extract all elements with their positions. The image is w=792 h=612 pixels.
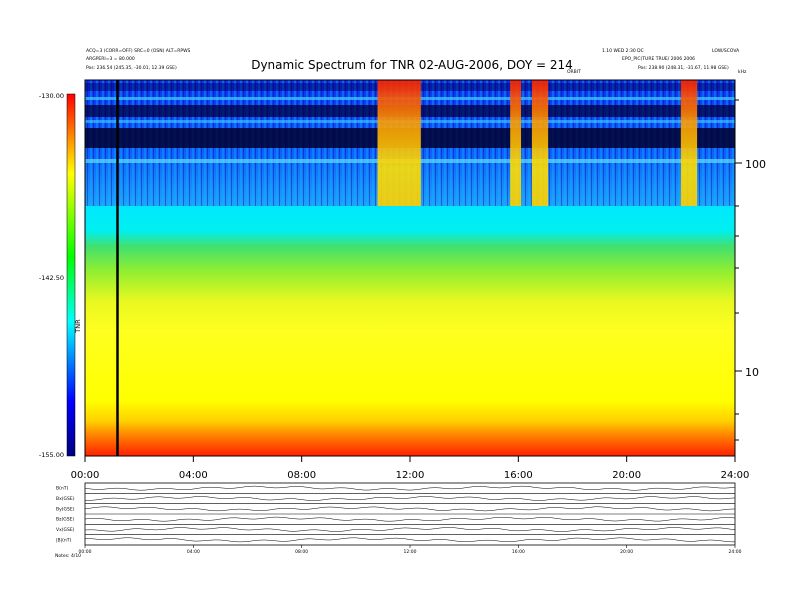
x-tick-label-lower: 12:00 [404, 549, 417, 555]
x-tick-label: 20:00 [612, 470, 641, 481]
x-tick-label-lower: 08:00 [295, 549, 308, 555]
header-left-line1: ACQ=3 (CORR=OFF) SRC=0 (OSN) ALT=RPWS [86, 48, 191, 54]
lower-band [85, 206, 735, 456]
panel-label: By(GSE) [56, 506, 75, 512]
header-right-pos: Pos: 238.90 (248.31, -31.67, 11.98 GSE) [638, 65, 729, 71]
spectrogram [84, 79, 736, 457]
x-tick-label: 08:00 [287, 470, 316, 481]
panel-label: Vx(GSE) [56, 527, 75, 533]
panel-trace [84, 496, 736, 501]
panel-trace [84, 516, 736, 522]
header-right-line2: EPO_PIC(TURE TRUE/ 2006 2006 [622, 56, 695, 62]
chart-title: Dynamic Spectrum for TNR 02-AUG-2006, DO… [251, 58, 573, 72]
colorbar-tick-mid: -142.50 [39, 274, 64, 282]
x-tick-label-lower: 00:00 [79, 549, 92, 555]
x-tick-label-lower: 24:00 [729, 549, 742, 555]
header-right-line1: 1.10 WED 2:30 DC [602, 48, 644, 54]
x-tick-label: 16:00 [504, 470, 533, 481]
panel-trace [84, 527, 736, 532]
y-tick-label-10: 10 [745, 366, 759, 379]
colorbar [66, 93, 76, 457]
x-tick-label-lower: 20:00 [620, 549, 633, 555]
panel-trace [84, 485, 736, 491]
x-axis-main: 00:00 04:00 08:00 12:00 16:00 20:00 24:00 [71, 456, 750, 481]
x-tick-label: 12:00 [396, 470, 425, 481]
line-panels: B(nT) Bx(GSE) By(GSE) Bz(GSE) Vx(GSE) |B|(nT) [56, 482, 736, 546]
panel-trace [84, 506, 736, 512]
panel-trace [84, 537, 736, 543]
x-tick-label: 04:00 [179, 470, 208, 481]
event-band-0 [377, 80, 421, 206]
x-tick-label: 00:00 [71, 470, 100, 481]
y-unit-label: kHz [738, 69, 747, 75]
panel-label: Bx(GSE) [56, 496, 75, 502]
panel-label: Bz(GSE) [56, 517, 74, 523]
colorbar-tick-bottom: -155.00 [39, 451, 64, 459]
colorbar-tick-top: -130.00 [39, 92, 64, 100]
y-tick-label-100: 100 [745, 158, 766, 171]
panel-label: |B|(nT) [56, 537, 71, 543]
event-band-2 [531, 80, 549, 206]
colorbar-label: TNR [74, 319, 82, 334]
header-left-pos: Pos: 236.54 (245.35, -30.01, 12.39 GSE) [86, 65, 177, 71]
header-right-mid: ORBIT [567, 69, 581, 75]
y-axis-right: 100 10 [735, 99, 766, 441]
x-tick-label-lower: 04:00 [187, 549, 200, 555]
x-tick-label: 24:00 [721, 470, 750, 481]
header-left-line2: ARGPERI=3 = 80.000 [86, 56, 135, 62]
x-axis-lower: 00:00 04:00 08:00 12:00 16:00 20:00 24:00 [79, 545, 742, 555]
header-right-corner: LOW/SCOVA [712, 48, 740, 54]
bright-events [377, 80, 698, 206]
panel-label: B(nT) [56, 486, 68, 492]
event-band-3 [680, 80, 698, 206]
x-tick-label-lower: 16:00 [512, 549, 525, 555]
footer-note: Notes: 4/10 [55, 553, 81, 559]
event-band-1 [510, 80, 522, 206]
